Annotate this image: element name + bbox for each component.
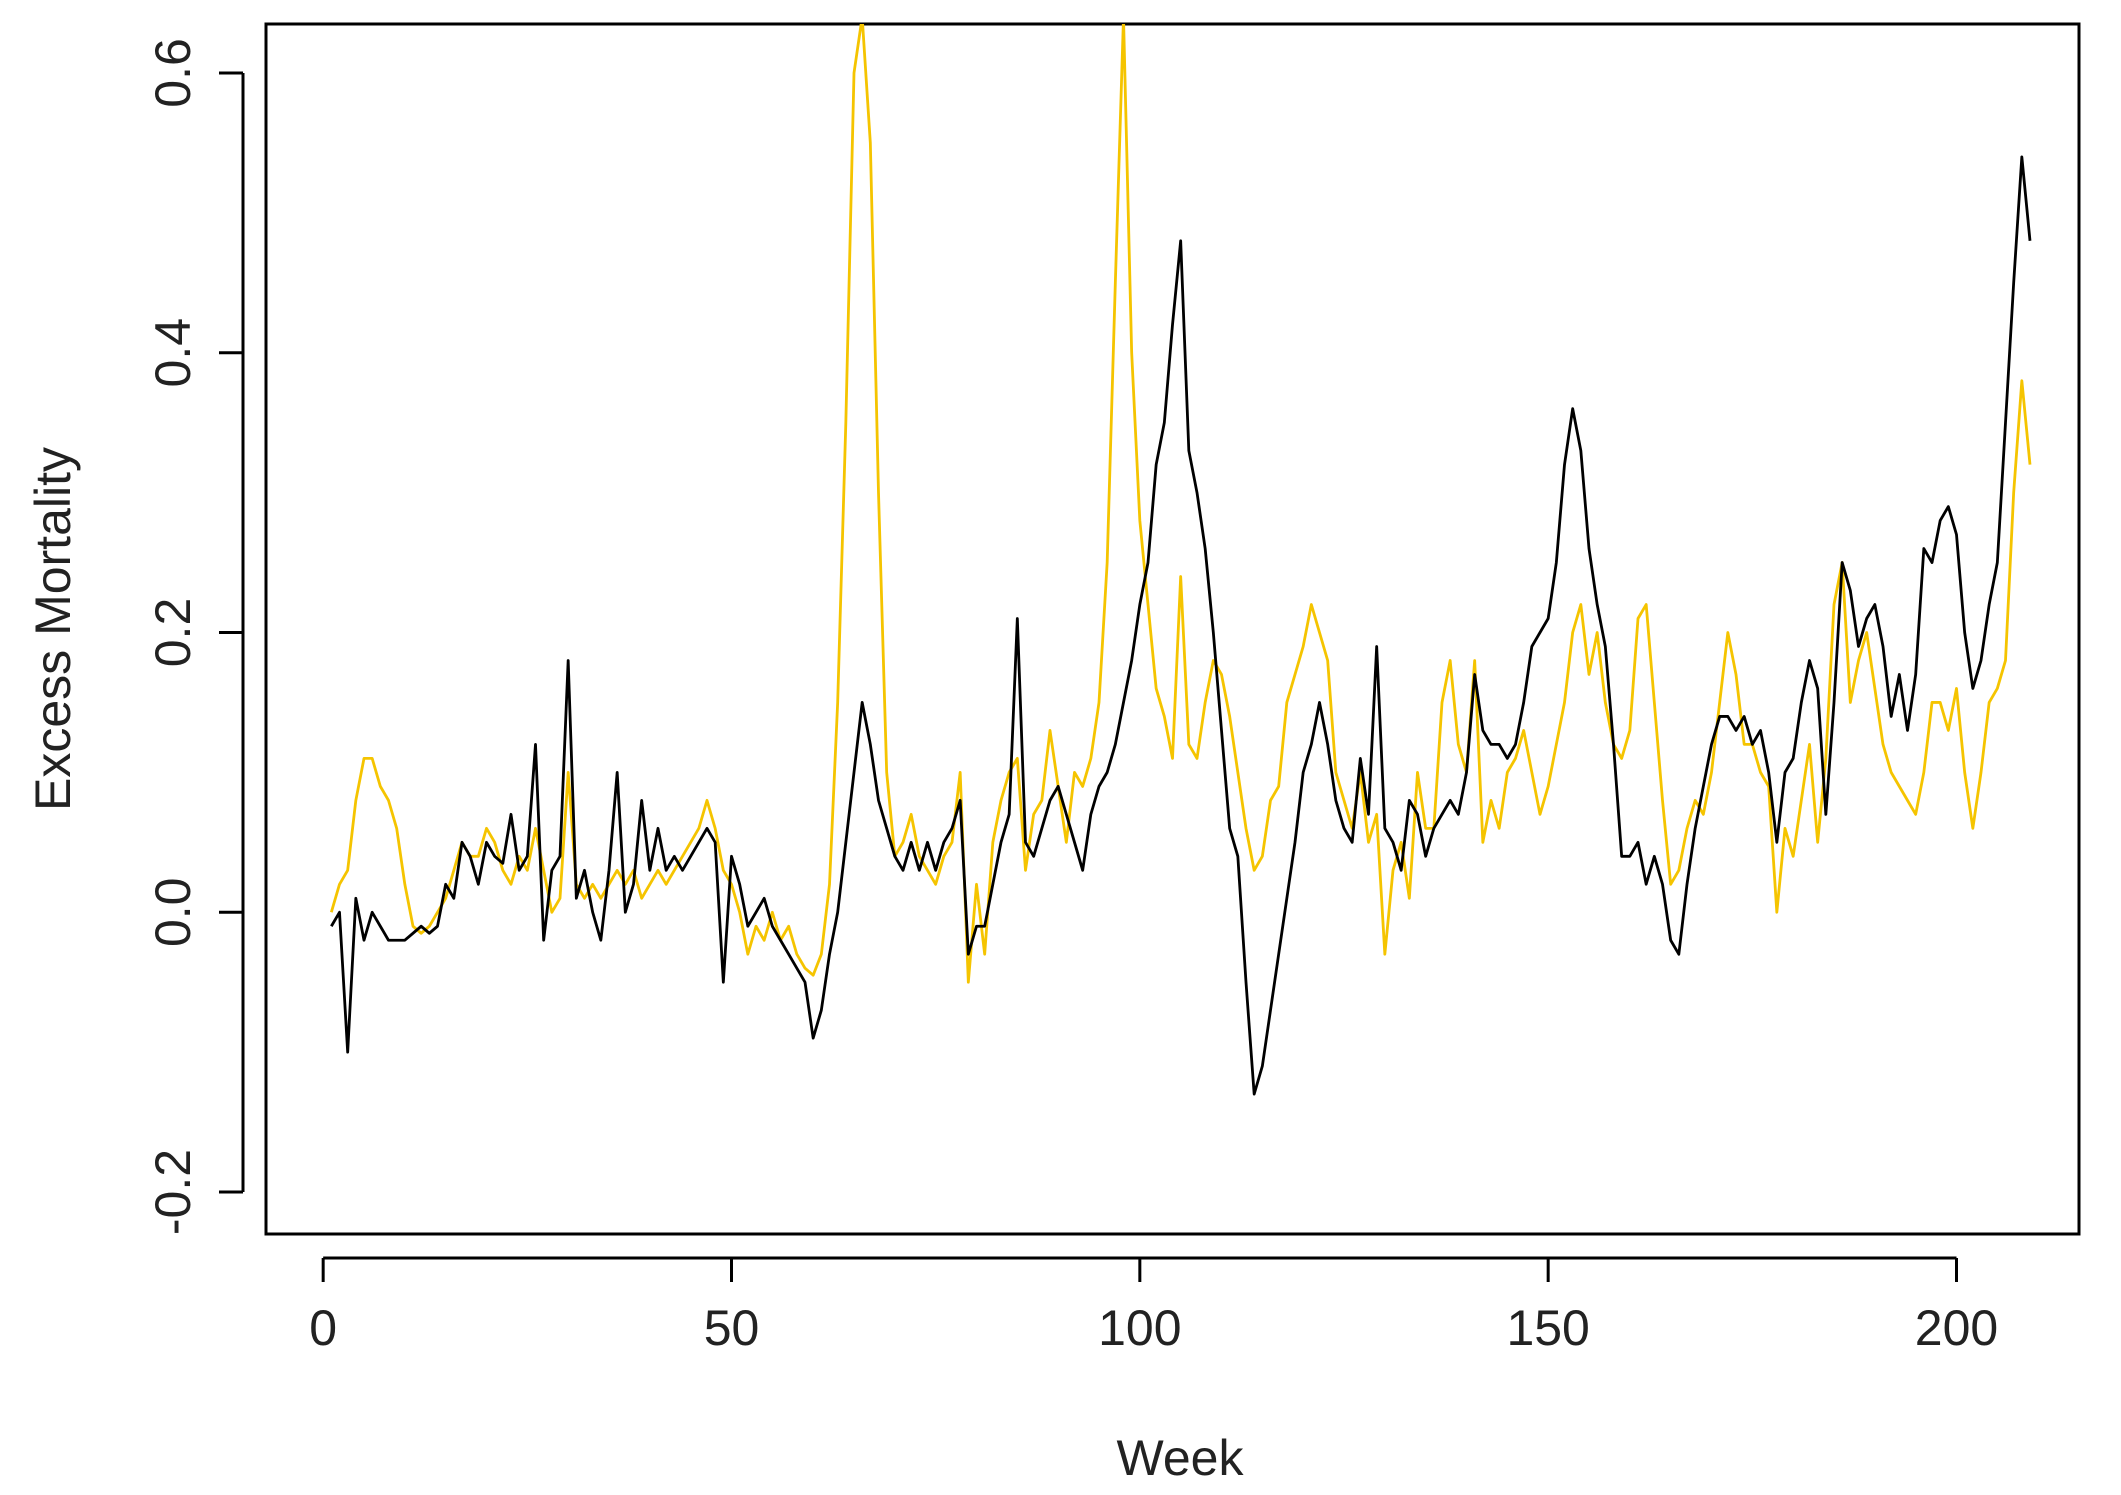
y-tick-label: 0.2 [145,598,201,668]
x-tick-label: 100 [1098,1300,1181,1356]
x-tick-label: 200 [1915,1300,1998,1356]
y-tick-label: -0.2 [145,1149,201,1235]
y-tick-label: 0.0 [145,878,201,948]
series-line [330,155,2032,1096]
plot-box [264,22,2081,1236]
x-tick-label: 150 [1506,1300,1589,1356]
plot-area [329,24,2032,1096]
series-line [329,24,2032,984]
y-tick-label: 0.6 [145,38,201,108]
y-tick-label: 0.4 [145,318,201,388]
x-axis-label: Week [1117,1430,1245,1486]
x-tick-label: 50 [704,1300,760,1356]
y-axis-label: Excess Mortality [25,447,81,811]
x-tick-label: 0 [309,1300,337,1356]
